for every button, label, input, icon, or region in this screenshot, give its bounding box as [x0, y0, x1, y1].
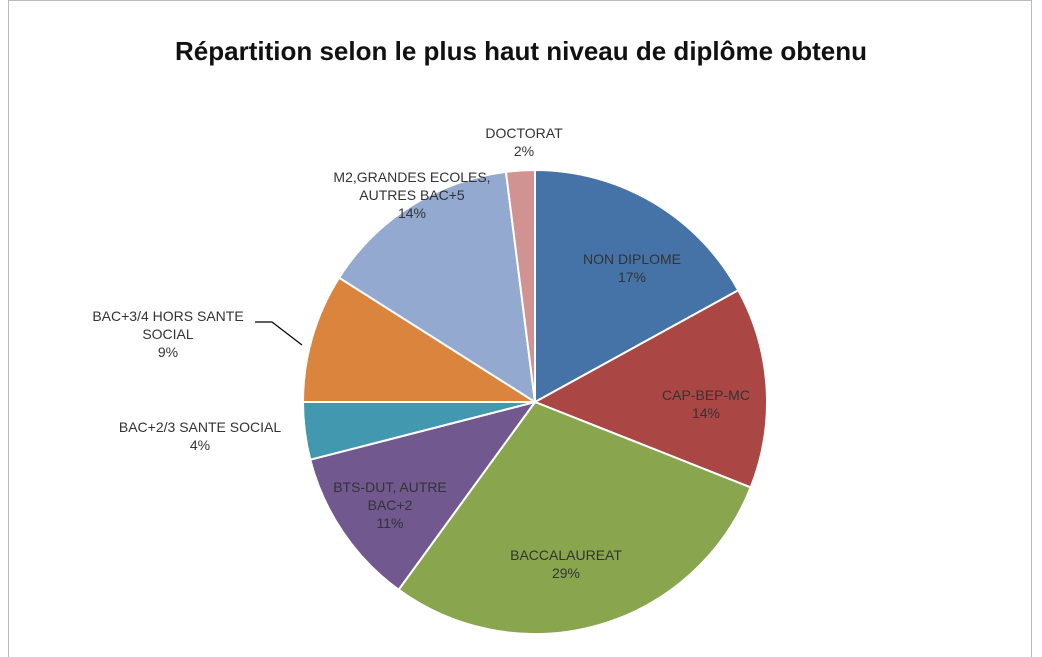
category-label: BAC+3/4 HORS SANTE SOCIAL: [92, 308, 244, 342]
category-label: M2,GRANDES ECOLES, AUTRES BAC+5: [333, 169, 491, 203]
category-label: BAC+2/3 SANTE SOCIAL: [118, 419, 282, 435]
pie-slice: [337, 170, 537, 404]
slice-label: CAP-BEP-MC 14%: [646, 386, 766, 422]
value-label: 17%: [617, 269, 647, 285]
pie-slice: [397, 400, 753, 635]
value-label: 2%: [513, 143, 535, 159]
pie-slice: [301, 276, 539, 403]
value-label: 14%: [397, 205, 427, 221]
value-label: 29%: [551, 565, 581, 581]
slice-label: BAC+3/4 HORS SANTE SOCIAL 9%: [68, 307, 268, 361]
slice-label: BACCALAUREAT 29%: [496, 546, 636, 582]
category-label: BACCALAUREAT: [510, 547, 622, 563]
value-label: 9%: [157, 344, 179, 360]
chart-title: Répartition selon le plus haut niveau de…: [175, 36, 867, 66]
value-label: 11%: [376, 515, 404, 531]
category-label: CAP-BEP-MC: [662, 387, 750, 403]
pie-slice: [504, 168, 536, 403]
category-label: DOCTORAT: [485, 125, 563, 141]
slice-label: DOCTORAT 2%: [464, 124, 584, 160]
chart-frame: [8, 0, 1032, 657]
value-label: 14%: [691, 405, 721, 421]
value-label: 4%: [189, 437, 211, 453]
pie-slice: [309, 400, 538, 592]
slice-label: M2,GRANDES ECOLES, AUTRES BAC+5 14%: [317, 168, 507, 222]
slice-label: NON DIPLOME 17%: [562, 250, 702, 286]
slice-label: BTS-DUT, AUTRE BAC+2 11%: [320, 478, 460, 532]
pie-slice: [532, 288, 768, 489]
category-label: NON DIPLOME: [582, 251, 681, 267]
leader-line: [255, 321, 303, 346]
pie-slice: [534, 168, 740, 404]
slice-label: BAC+2/3 SANTE SOCIAL 4%: [90, 418, 310, 454]
category-label: BTS-DUT, AUTRE BAC+2: [333, 479, 447, 513]
